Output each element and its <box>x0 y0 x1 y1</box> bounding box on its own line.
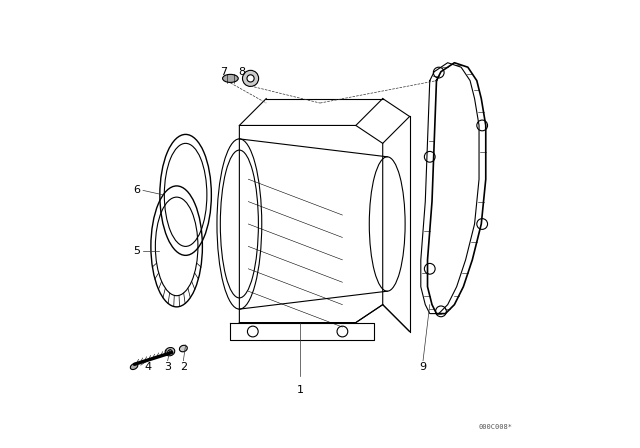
Text: 2: 2 <box>180 362 187 372</box>
Ellipse shape <box>179 345 188 352</box>
Text: 8: 8 <box>238 67 245 77</box>
Text: 3: 3 <box>164 362 171 372</box>
Ellipse shape <box>165 348 175 356</box>
Text: 9: 9 <box>419 362 427 372</box>
Text: 4: 4 <box>144 362 151 372</box>
Text: 000C008*: 000C008* <box>479 424 513 430</box>
Text: 1: 1 <box>296 385 303 395</box>
Text: 7: 7 <box>220 67 227 77</box>
Text: 5: 5 <box>133 246 140 256</box>
Ellipse shape <box>131 363 138 370</box>
Ellipse shape <box>223 74 238 82</box>
Circle shape <box>243 70 259 86</box>
Circle shape <box>247 75 254 82</box>
Text: 6: 6 <box>133 185 140 195</box>
Ellipse shape <box>168 350 172 353</box>
